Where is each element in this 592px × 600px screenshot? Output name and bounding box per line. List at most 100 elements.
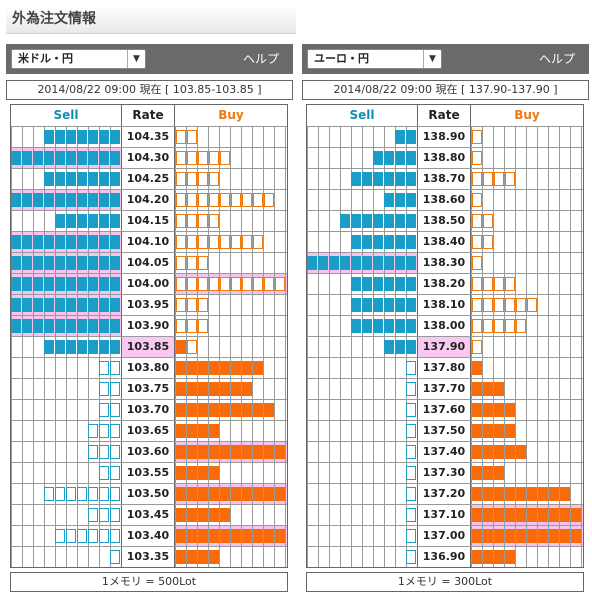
sell-header: Sell <box>53 108 79 122</box>
sell-volume-cell <box>307 526 417 546</box>
buy-volume-cell <box>471 400 583 420</box>
sell-volume-block <box>44 256 54 270</box>
sell-volume-block <box>77 130 87 144</box>
rate-value: 138.40 <box>417 232 471 252</box>
sell-volume-block <box>55 256 65 270</box>
table-row: 104.00 <box>11 273 287 294</box>
buy-volume-block <box>472 403 482 417</box>
buy-volume-block <box>176 424 186 438</box>
buy-volume-block <box>264 487 274 501</box>
sell-volume-cell <box>11 379 121 399</box>
buy-volume-block <box>253 193 263 207</box>
buy-volume-block <box>187 298 197 312</box>
rate-value: 137.50 <box>417 421 471 441</box>
table-row: 103.80 <box>11 357 287 378</box>
chevron-down-icon[interactable]: ▼ <box>423 50 441 68</box>
buy-header: Buy <box>218 108 244 122</box>
sell-volume-block <box>44 130 54 144</box>
chevron-down-icon[interactable]: ▼ <box>127 50 145 68</box>
sell-volume-block <box>406 403 416 417</box>
buy-volume-block <box>198 151 208 165</box>
currency-pair-select[interactable]: 米ドル・円 ▼ <box>11 49 146 69</box>
sell-volume-block <box>99 340 109 354</box>
sell-volume-block <box>110 235 120 249</box>
buy-volume-block <box>505 529 515 543</box>
sell-volume-block <box>88 508 98 522</box>
rate-value: 103.50 <box>121 484 175 504</box>
sell-volume-block <box>99 298 109 312</box>
buy-volume-block <box>187 382 197 396</box>
sell-volume-block <box>384 277 394 291</box>
sell-volume-block <box>384 151 394 165</box>
sell-volume-block <box>66 298 76 312</box>
buy-volume-block <box>472 382 482 396</box>
buy-volume-block <box>483 277 493 291</box>
sell-volume-cell <box>11 148 121 168</box>
buy-volume-block <box>220 361 230 375</box>
order-book-header: Sell Rate Buy <box>307 105 583 126</box>
buy-volume-block <box>220 151 230 165</box>
sell-volume-block <box>33 193 43 207</box>
sell-volume-block <box>44 298 54 312</box>
sell-volume-block <box>110 151 120 165</box>
buy-volume-block <box>264 277 274 291</box>
buy-volume-block <box>187 550 197 564</box>
rate-value: 104.15 <box>121 211 175 231</box>
sell-volume-block <box>88 172 98 186</box>
sell-volume-block <box>362 319 372 333</box>
sell-volume-cell <box>11 463 121 483</box>
buy-volume-block <box>198 403 208 417</box>
buy-volume-block <box>176 235 186 249</box>
buy-volume-block <box>483 550 493 564</box>
help-link[interactable]: ヘルプ <box>538 52 575 66</box>
rate-value: 103.45 <box>121 505 175 525</box>
sell-volume-block <box>110 550 120 564</box>
buy-volume-block <box>494 382 504 396</box>
table-row: 137.90 <box>307 336 583 357</box>
buy-volume-block <box>198 529 208 543</box>
buy-volume-cell <box>175 295 287 315</box>
sell-volume-block <box>99 361 109 375</box>
help-link[interactable]: ヘルプ <box>242 52 279 66</box>
buy-volume-block <box>505 550 515 564</box>
buy-volume-block <box>494 172 504 186</box>
sell-volume-block <box>66 529 76 543</box>
sell-volume-cell <box>307 505 417 525</box>
sell-volume-block <box>110 361 120 375</box>
buy-volume-block <box>264 403 274 417</box>
currency-pair-select[interactable]: ユーロ・円 ▼ <box>307 49 442 69</box>
rate-value: 103.35 <box>121 547 175 567</box>
buy-volume-block <box>494 298 504 312</box>
table-row: 138.50 <box>307 210 583 231</box>
sell-volume-block <box>55 277 65 291</box>
buy-volume-cell <box>471 253 583 273</box>
buy-volume-block <box>472 298 482 312</box>
sell-volume-block <box>99 529 109 543</box>
buy-volume-block <box>209 151 219 165</box>
sell-volume-block <box>55 319 65 333</box>
buy-volume-block <box>483 235 493 249</box>
sell-volume-block <box>373 172 383 186</box>
sell-volume-block <box>66 172 76 186</box>
buy-volume-cell <box>175 148 287 168</box>
buy-volume-block <box>472 529 482 543</box>
sell-volume-block <box>406 529 416 543</box>
sell-volume-block <box>99 130 109 144</box>
buy-volume-block <box>494 529 504 543</box>
buy-volume-block <box>253 361 263 375</box>
sell-volume-block <box>22 151 32 165</box>
rate-value: 138.80 <box>417 148 471 168</box>
table-row: 103.95 <box>11 294 287 315</box>
sell-volume-block <box>406 340 416 354</box>
rate-value: 136.90 <box>417 547 471 567</box>
buy-volume-block <box>505 445 515 459</box>
table-row: 137.30 <box>307 462 583 483</box>
rate-value: 104.25 <box>121 169 175 189</box>
buy-volume-block <box>198 508 208 522</box>
buy-volume-cell <box>175 253 287 273</box>
sell-header: Sell <box>349 108 375 122</box>
buy-volume-block <box>176 298 186 312</box>
sell-volume-block <box>99 508 109 522</box>
sell-volume-cell <box>11 316 121 336</box>
buy-volume-block <box>231 277 241 291</box>
